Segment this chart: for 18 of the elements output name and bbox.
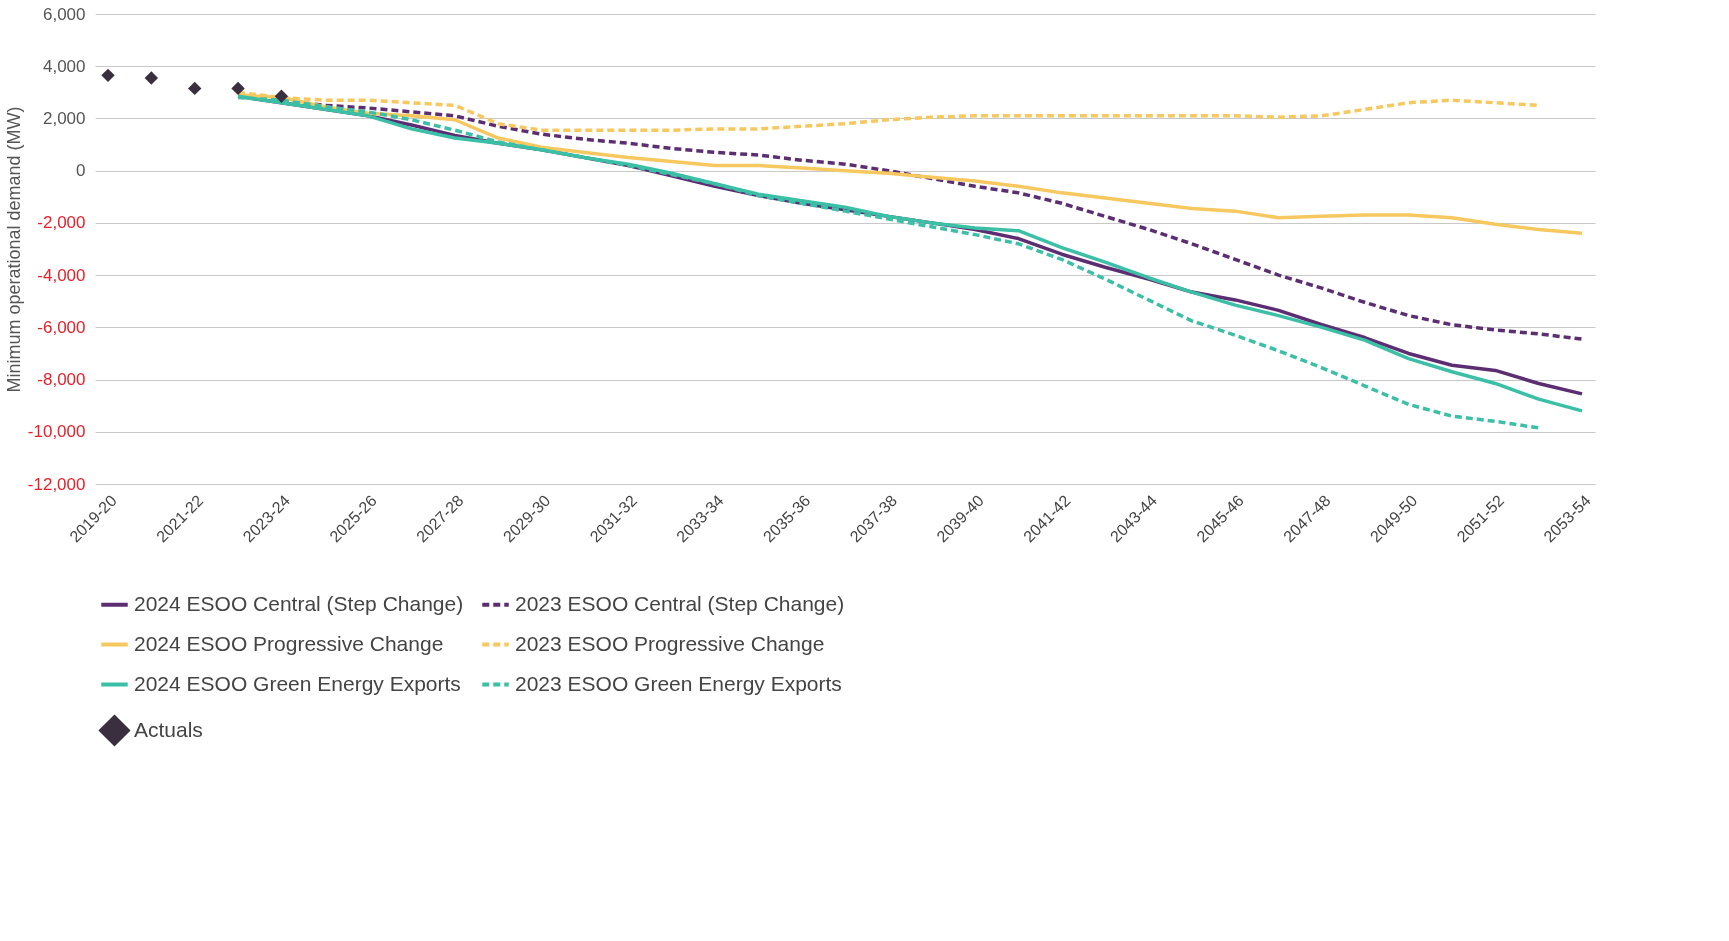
legend-label: 2023 ESOO Progressive Change [515, 631, 825, 655]
y-tick-label: -8,000 [37, 370, 86, 390]
y-axis-title: Minimum operational demand (MW) [3, 106, 24, 393]
y-tick-label: -2,000 [37, 213, 86, 233]
y-tick-label: -12,000 [27, 474, 86, 494]
y-tick-label: 6,000 [42, 4, 86, 24]
y-tick-label: -4,000 [37, 265, 86, 285]
legend-label: 2023 ESOO Green Energy Exports [515, 671, 842, 695]
y-tick-label: -6,000 [37, 317, 86, 337]
y-tick-label: 2,000 [42, 108, 86, 128]
legend-label: 2024 ESOO Progressive Change [134, 631, 444, 655]
y-tick-label: 4,000 [42, 56, 86, 76]
legend-label: 2024 ESOO Central (Step Change) [134, 591, 464, 615]
legend-label: 2023 ESOO Central (Step Change) [515, 591, 845, 615]
legend-label: 2024 ESOO Green Energy Exports [134, 671, 461, 695]
y-tick-label: 0 [76, 161, 86, 181]
legend-label: Actuals [134, 717, 203, 741]
y-tick-label: -10,000 [27, 422, 86, 442]
